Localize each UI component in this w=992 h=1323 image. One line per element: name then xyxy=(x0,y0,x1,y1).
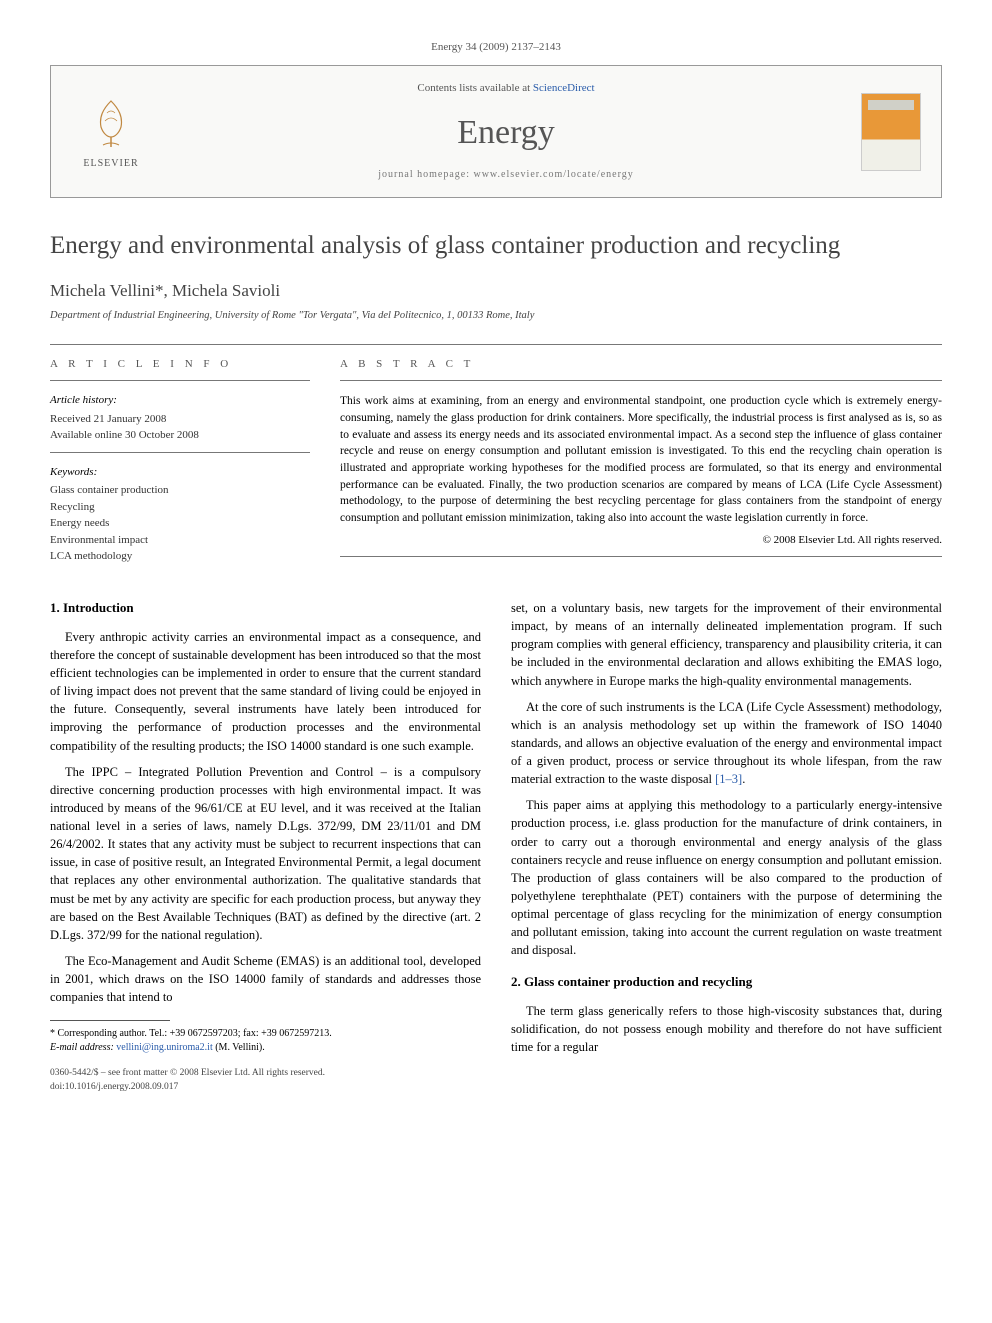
col2-p4: The term glass generically refers to tho… xyxy=(511,1002,942,1056)
abstract-block: A B S T R A C T This work aims at examin… xyxy=(340,357,942,569)
info-divider-2 xyxy=(50,452,310,453)
article-info-header: A R T I C L E I N F O xyxy=(50,357,310,372)
online-line: Available online 30 October 2008 xyxy=(50,427,310,444)
column-right: set, on a voluntary basis, new targets f… xyxy=(511,599,942,1094)
abstract-divider xyxy=(340,380,942,381)
meta-row: A R T I C L E I N F O Article history: R… xyxy=(50,357,942,569)
column-left: 1. Introduction Every anthropic activity… xyxy=(50,599,481,1094)
article-title: Energy and environmental analysis of gla… xyxy=(50,228,942,263)
affiliation-line: Department of Industrial Engineering, Un… xyxy=(50,309,942,324)
body-columns: 1. Introduction Every anthropic activity… xyxy=(50,599,942,1094)
keyword-3: Environmental impact xyxy=(50,532,310,549)
homepage-url[interactable]: www.elsevier.com/locate/energy xyxy=(473,169,633,180)
article-info-block: A R T I C L E I N F O Article history: R… xyxy=(50,357,310,569)
col1-p3: The Eco-Management and Audit Scheme (EMA… xyxy=(50,952,481,1006)
keywords-label: Keywords: xyxy=(50,465,310,480)
keyword-4: LCA methodology xyxy=(50,548,310,565)
journal-name: Energy xyxy=(171,109,841,157)
abstract-text: This work aims at examining, from an ene… xyxy=(340,393,942,526)
sciencedirect-link[interactable]: ScienceDirect xyxy=(533,82,595,94)
abstract-header: A B S T R A C T xyxy=(340,357,942,372)
history-label: Article history: xyxy=(50,393,310,408)
issn-line: 0360-5442/$ – see front matter © 2008 El… xyxy=(50,1067,481,1080)
abstract-copyright: © 2008 Elsevier Ltd. All rights reserved… xyxy=(340,533,942,548)
footnote-divider xyxy=(50,1020,170,1021)
authors-line: Michela Vellini*, Michela Savioli xyxy=(50,279,942,303)
publisher-name: ELSEVIER xyxy=(83,157,138,171)
elsevier-tree-icon xyxy=(81,93,141,153)
email-suffix: (M. Vellini). xyxy=(213,1042,265,1053)
ref-link-1-3[interactable]: [1–3] xyxy=(715,772,742,786)
publisher-logo: ELSEVIER xyxy=(71,93,151,171)
citation-line: Energy 34 (2009) 2137–2143 xyxy=(50,40,942,55)
abstract-divider-bottom xyxy=(340,556,942,557)
homepage-line: journal homepage: www.elsevier.com/locat… xyxy=(171,168,841,182)
bottom-meta: 0360-5442/$ – see front matter © 2008 El… xyxy=(50,1067,481,1094)
author-email[interactable]: vellini@ing.uniroma2.it xyxy=(116,1042,212,1053)
col1-p2: The IPPC – Integrated Pollution Preventi… xyxy=(50,763,481,944)
received-line: Received 21 January 2008 xyxy=(50,411,310,428)
col1-p1: Every anthropic activity carries an envi… xyxy=(50,628,481,755)
info-divider-1 xyxy=(50,380,310,381)
divider-top xyxy=(50,344,942,345)
journal-cover-thumbnail xyxy=(861,93,921,171)
keyword-0: Glass container production xyxy=(50,482,310,499)
corresponding-line: * Corresponding author. Tel.: +39 067259… xyxy=(50,1027,481,1041)
email-label: E-mail address: xyxy=(50,1042,116,1053)
keyword-2: Energy needs xyxy=(50,515,310,532)
col2-p2b: . xyxy=(742,772,745,786)
section-2-heading: 2. Glass container production and recycl… xyxy=(511,973,942,992)
contents-line: Contents lists available at ScienceDirec… xyxy=(171,81,841,96)
contents-prefix: Contents lists available at xyxy=(417,82,532,94)
keyword-1: Recycling xyxy=(50,499,310,516)
journal-info-block: Contents lists available at ScienceDirec… xyxy=(171,81,841,182)
col2-p1: set, on a voluntary basis, new targets f… xyxy=(511,599,942,690)
col2-p3: This paper aims at applying this methodo… xyxy=(511,796,942,959)
col2-p2: At the core of such instruments is the L… xyxy=(511,698,942,789)
journal-header-box: ELSEVIER Contents lists available at Sci… xyxy=(50,65,942,198)
corresponding-footnote: * Corresponding author. Tel.: +39 067259… xyxy=(50,1027,481,1055)
homepage-label: journal homepage: xyxy=(378,169,473,180)
doi-line: doi:10.1016/j.energy.2008.09.017 xyxy=(50,1081,481,1094)
section-1-heading: 1. Introduction xyxy=(50,599,481,618)
